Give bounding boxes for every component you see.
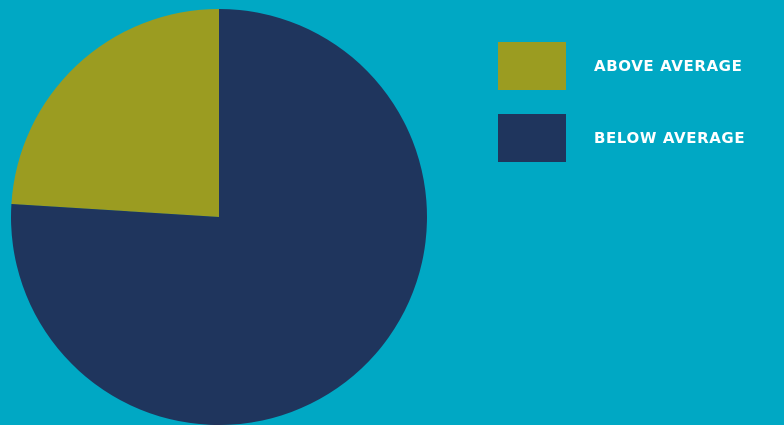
legend-item-below-average: BELOW AVERAGE — [498, 114, 745, 162]
pie-slice-below-average — [11, 9, 428, 425]
legend-swatch-below-average — [498, 114, 566, 162]
legend-item-above-average: ABOVE AVERAGE — [498, 42, 745, 90]
legend: ABOVE AVERAGE BELOW AVERAGE — [498, 42, 745, 186]
pie-slice-above-average — [11, 9, 219, 217]
legend-swatch-above-average — [498, 42, 566, 90]
pie-slices — [11, 9, 428, 425]
legend-label-below-average: BELOW AVERAGE — [594, 129, 746, 147]
legend-label-above-average: ABOVE AVERAGE — [594, 57, 743, 75]
